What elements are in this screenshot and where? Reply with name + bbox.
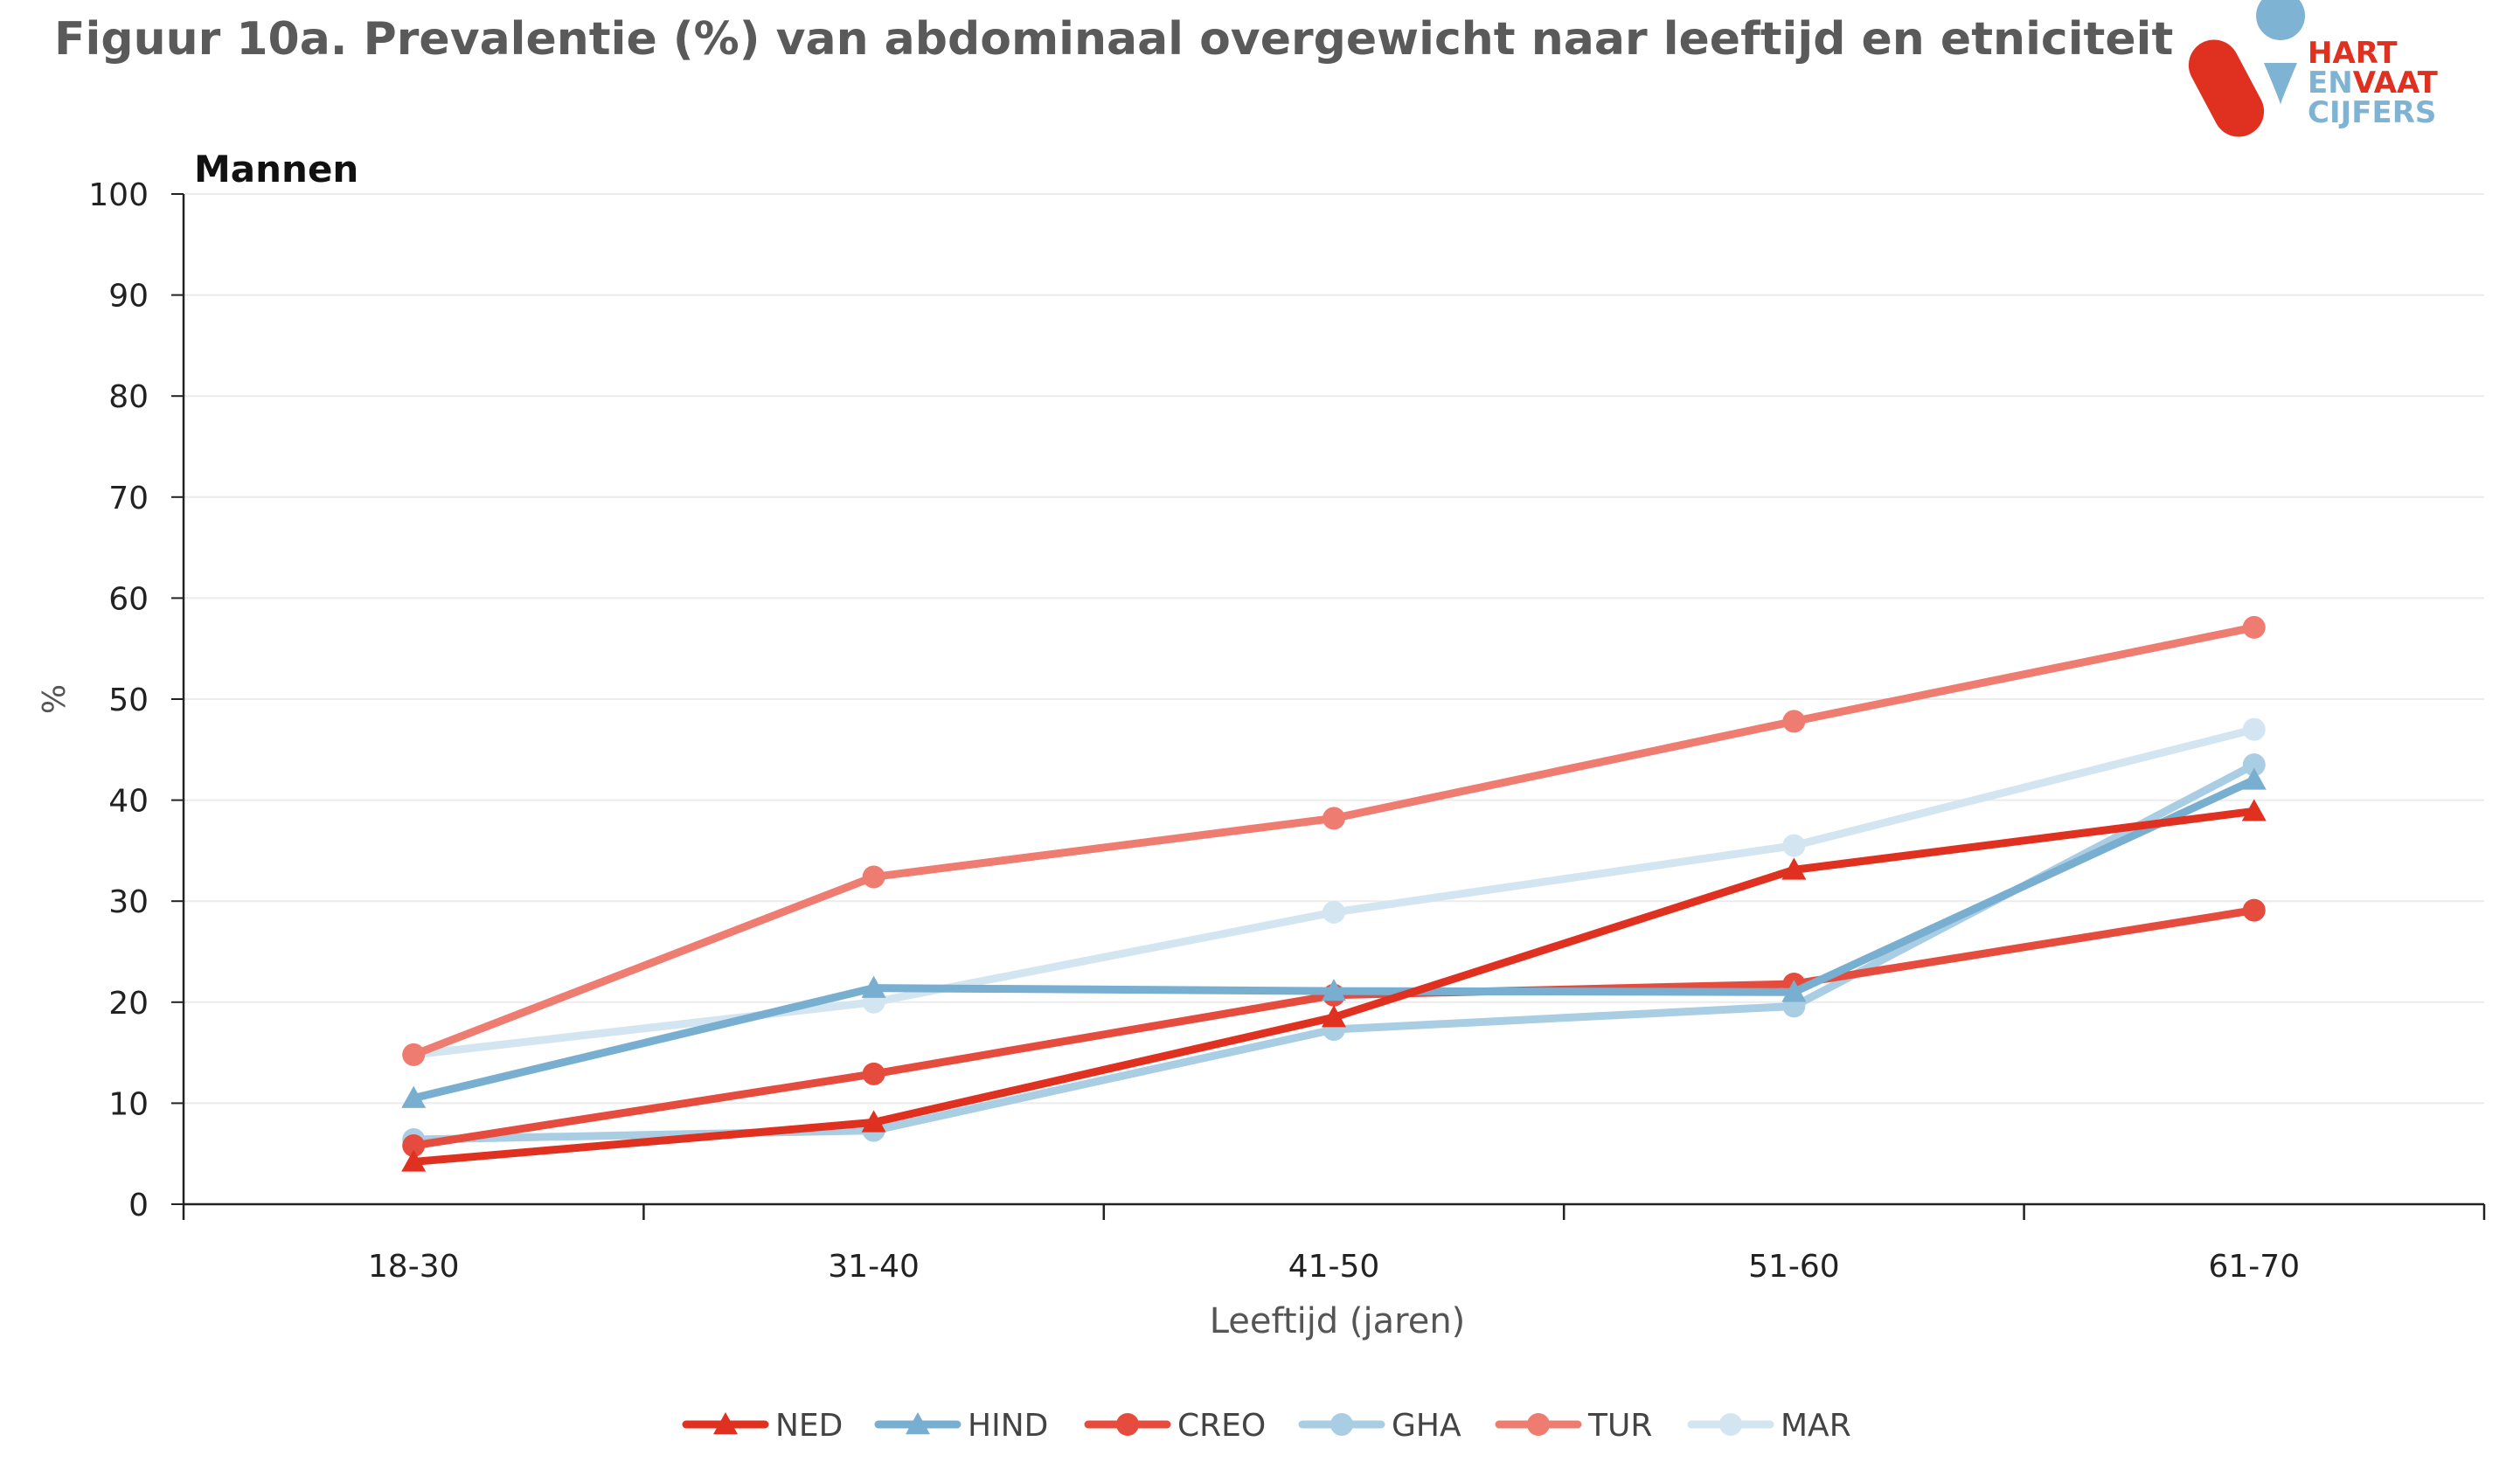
data-point (1781, 857, 1807, 880)
y-tick-label: 10 (108, 1086, 149, 1122)
gridlines (184, 193, 2484, 1105)
data-point (1322, 807, 1345, 830)
x-tick-label: 61-70 (2208, 1249, 2300, 1285)
svg-text:ENVAAT: ENVAAT (2308, 66, 2439, 100)
y-axis-label: % (37, 684, 73, 714)
legend-item-creo: CREO (1084, 1408, 1266, 1444)
legend-marker (713, 1412, 738, 1435)
data-point (2242, 615, 2266, 639)
x-tick-label: 31-40 (828, 1249, 920, 1285)
series-ned (401, 799, 2267, 1172)
legend-item-hind: HIND (874, 1408, 1048, 1444)
legend-item-gha: GHA (1298, 1408, 1461, 1444)
y-tick-label: 100 (88, 177, 149, 213)
x-tick-label: 18-30 (368, 1249, 460, 1285)
data-point (862, 1062, 885, 1085)
x-tick-label: 41-50 (1288, 1249, 1380, 1285)
data-point (1782, 834, 1806, 857)
legend-marker (1116, 1413, 1139, 1436)
logo-red-bar (2188, 39, 2265, 137)
y-tick-label: 40 (108, 784, 149, 820)
data-point (1322, 979, 1346, 1001)
y-tick-label: 90 (108, 279, 149, 315)
data-point (2242, 898, 2266, 922)
data-point (2241, 767, 2267, 790)
data-point (861, 975, 886, 998)
data-point (862, 865, 885, 889)
data-point (401, 1085, 427, 1108)
panel-label: Mannen (194, 148, 358, 191)
legend-item-ned: NED (682, 1408, 843, 1444)
legend-label: TUR (1587, 1408, 1652, 1444)
data-point (1322, 1005, 1346, 1028)
data-point (2241, 799, 2267, 821)
y-tick-label: 60 (108, 581, 149, 617)
chart-title: Figuur 10a. Prevalentie (%) van abdomina… (54, 13, 2173, 66)
x-axis-ticks: 18-30 31-40 41-50 51-60 61-70 (182, 1204, 2486, 1285)
legend-item-tur: TUR (1495, 1408, 1652, 1444)
logo-vaat: VAAT (2353, 66, 2439, 100)
series-tur (402, 615, 2266, 1066)
y-tick-label: 50 (108, 683, 149, 718)
legend-label: HIND (968, 1408, 1048, 1444)
legend-label: MAR (1781, 1408, 1851, 1444)
data-point (401, 1149, 427, 1172)
data-point (2242, 717, 2266, 741)
data-point (402, 1133, 426, 1157)
x-tick-label: 51-60 (1748, 1249, 1840, 1285)
logo: HART ENVAAT CIJFERS (2188, 0, 2439, 137)
y-tick-label: 20 (108, 986, 149, 1022)
legend-label: NED (775, 1408, 843, 1444)
series-lines (401, 615, 2267, 1172)
series-hind (401, 767, 2267, 1108)
data-point (2242, 753, 2266, 777)
x-axis-label: Leeftijd (jaren) (1210, 1301, 1466, 1341)
legend-marker (1330, 1413, 1353, 1436)
legend-label: CREO (1177, 1408, 1266, 1444)
data-point (1781, 980, 1807, 1002)
legend-marker (906, 1412, 930, 1435)
axes (182, 194, 2484, 1206)
y-axis-ticks: 0 10 20 30 40 50 60 70 80 90 100 (88, 177, 184, 1223)
data-point (1322, 900, 1345, 924)
legend: NED HIND CREO GHA TUR MAR (682, 1408, 1851, 1444)
data-point (402, 1043, 426, 1066)
data-point (1782, 710, 1806, 733)
logo-cijfers: CIJFERS (2308, 95, 2436, 130)
logo-blue-drop (2256, 0, 2306, 105)
logo-hart: HART (2308, 36, 2398, 71)
legend-marker (1527, 1413, 1550, 1436)
y-tick-label: 0 (128, 1188, 149, 1223)
legend-marker (1719, 1413, 1742, 1436)
logo-en: EN (2308, 66, 2353, 100)
legend-label: GHA (1392, 1408, 1461, 1444)
y-tick-label: 70 (108, 481, 149, 516)
data-point (861, 1110, 886, 1133)
y-tick-label: 80 (108, 379, 149, 415)
legend-item-mar: MAR (1687, 1408, 1851, 1444)
y-tick-label: 30 (108, 884, 149, 920)
